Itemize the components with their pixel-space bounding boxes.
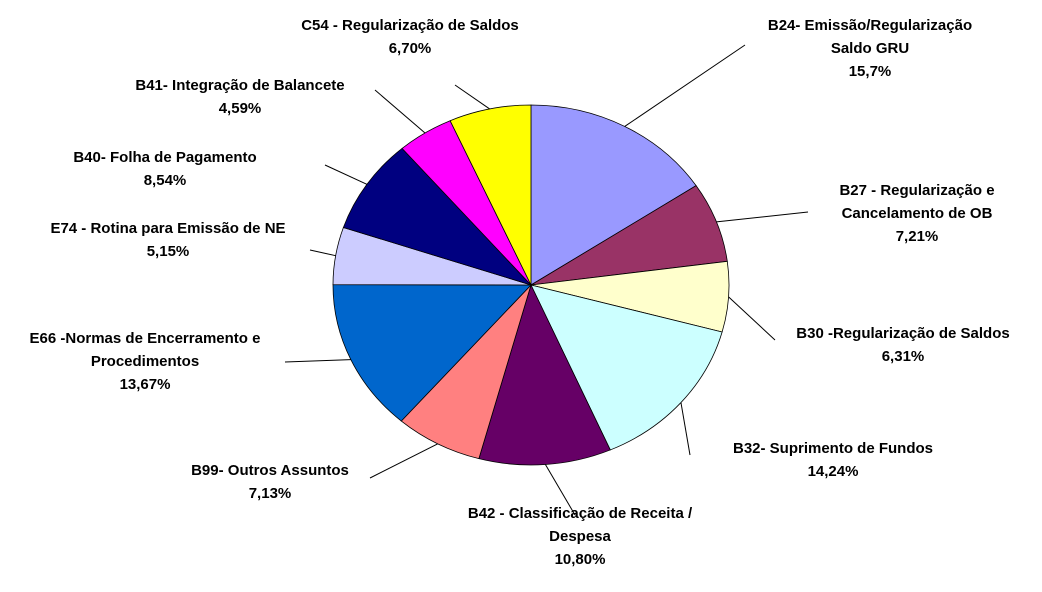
- slice-label: B42 - Classificação de Receita / Despesa…: [448, 502, 713, 571]
- slice-label: B41- Integração de Balancete 4,59%: [110, 74, 370, 120]
- slice-value: 4,59%: [218, 100, 262, 117]
- slice-name: B99- Outros Assuntos: [191, 462, 349, 479]
- slice-name: B27 - Regularização e Cancelamento de OB: [839, 182, 995, 222]
- leader-line: [680, 402, 691, 456]
- slice-label: B40- Folha de Pagamento 8,54%: [40, 146, 290, 192]
- pie-slice: [530, 104, 697, 286]
- slice-value: 6,31%: [881, 348, 925, 365]
- leader-line: [309, 249, 336, 257]
- slice-name: B24- Emissão/Regularização Saldo GRU: [767, 17, 973, 57]
- slice-name: E66 -Normas de Encerramento e Procedimen…: [29, 330, 261, 370]
- slice-label: B27 - Regularização e Cancelamento de OB…: [817, 179, 1017, 248]
- slice-name: E74 - Rotina para Emissão de NE: [50, 220, 286, 237]
- leader-line: [728, 296, 776, 341]
- leader-line: [544, 464, 576, 516]
- leader-line: [324, 164, 368, 185]
- leader-line: [374, 89, 426, 134]
- leader-line: [369, 443, 439, 479]
- slice-name: B40- Folha de Pagamento: [73, 149, 257, 166]
- leader-line: [624, 44, 746, 127]
- slice-label: B99- Outros Assuntos 7,13%: [150, 459, 390, 505]
- slice-value: 8,54%: [143, 172, 187, 189]
- slice-name: B41- Integração de Balancete: [135, 77, 345, 94]
- slice-label: B30 -Regularização de Saldos 6,31%: [758, 322, 1042, 368]
- pie-slice: [478, 283, 611, 466]
- slice-name: B32- Suprimento de Fundos: [732, 440, 933, 457]
- slice-label: B32- Suprimento de Fundos 14,24%: [708, 437, 958, 483]
- leader-line: [716, 211, 809, 223]
- slice-value: 14,24%: [807, 463, 859, 480]
- pie-slice: [342, 147, 533, 286]
- slice-value: 7,13%: [248, 485, 292, 502]
- slice-label: E66 -Normas de Encerramento e Procedimen…: [23, 327, 268, 396]
- slice-value: 15,7%: [848, 63, 892, 80]
- slice-value: 7,21%: [895, 228, 939, 245]
- slice-label: E74 - Rotina para Emissão de NE 5,15%: [48, 217, 288, 263]
- slice-label: B24- Emissão/Regularização Saldo GRU 15,7…: [750, 14, 990, 83]
- leader-line: [454, 84, 490, 110]
- slice-value: 6,70%: [388, 40, 432, 57]
- leader-line: [284, 359, 351, 363]
- slice-name: C54 - Regularização de Saldos: [301, 17, 519, 34]
- slice-label: C54 - Regularização de Saldos 6,70%: [255, 14, 565, 60]
- slice-value: 5,15%: [146, 243, 190, 260]
- pie-slice: [530, 284, 723, 451]
- slice-name: B30 -Regularização de Saldos: [796, 325, 1010, 342]
- slice-value: 13,67%: [119, 376, 171, 393]
- pie-slice: [332, 284, 532, 422]
- slice-value: 10,80%: [554, 551, 606, 568]
- slice-name: B42 - Classificação de Receita / Despesa: [467, 505, 693, 545]
